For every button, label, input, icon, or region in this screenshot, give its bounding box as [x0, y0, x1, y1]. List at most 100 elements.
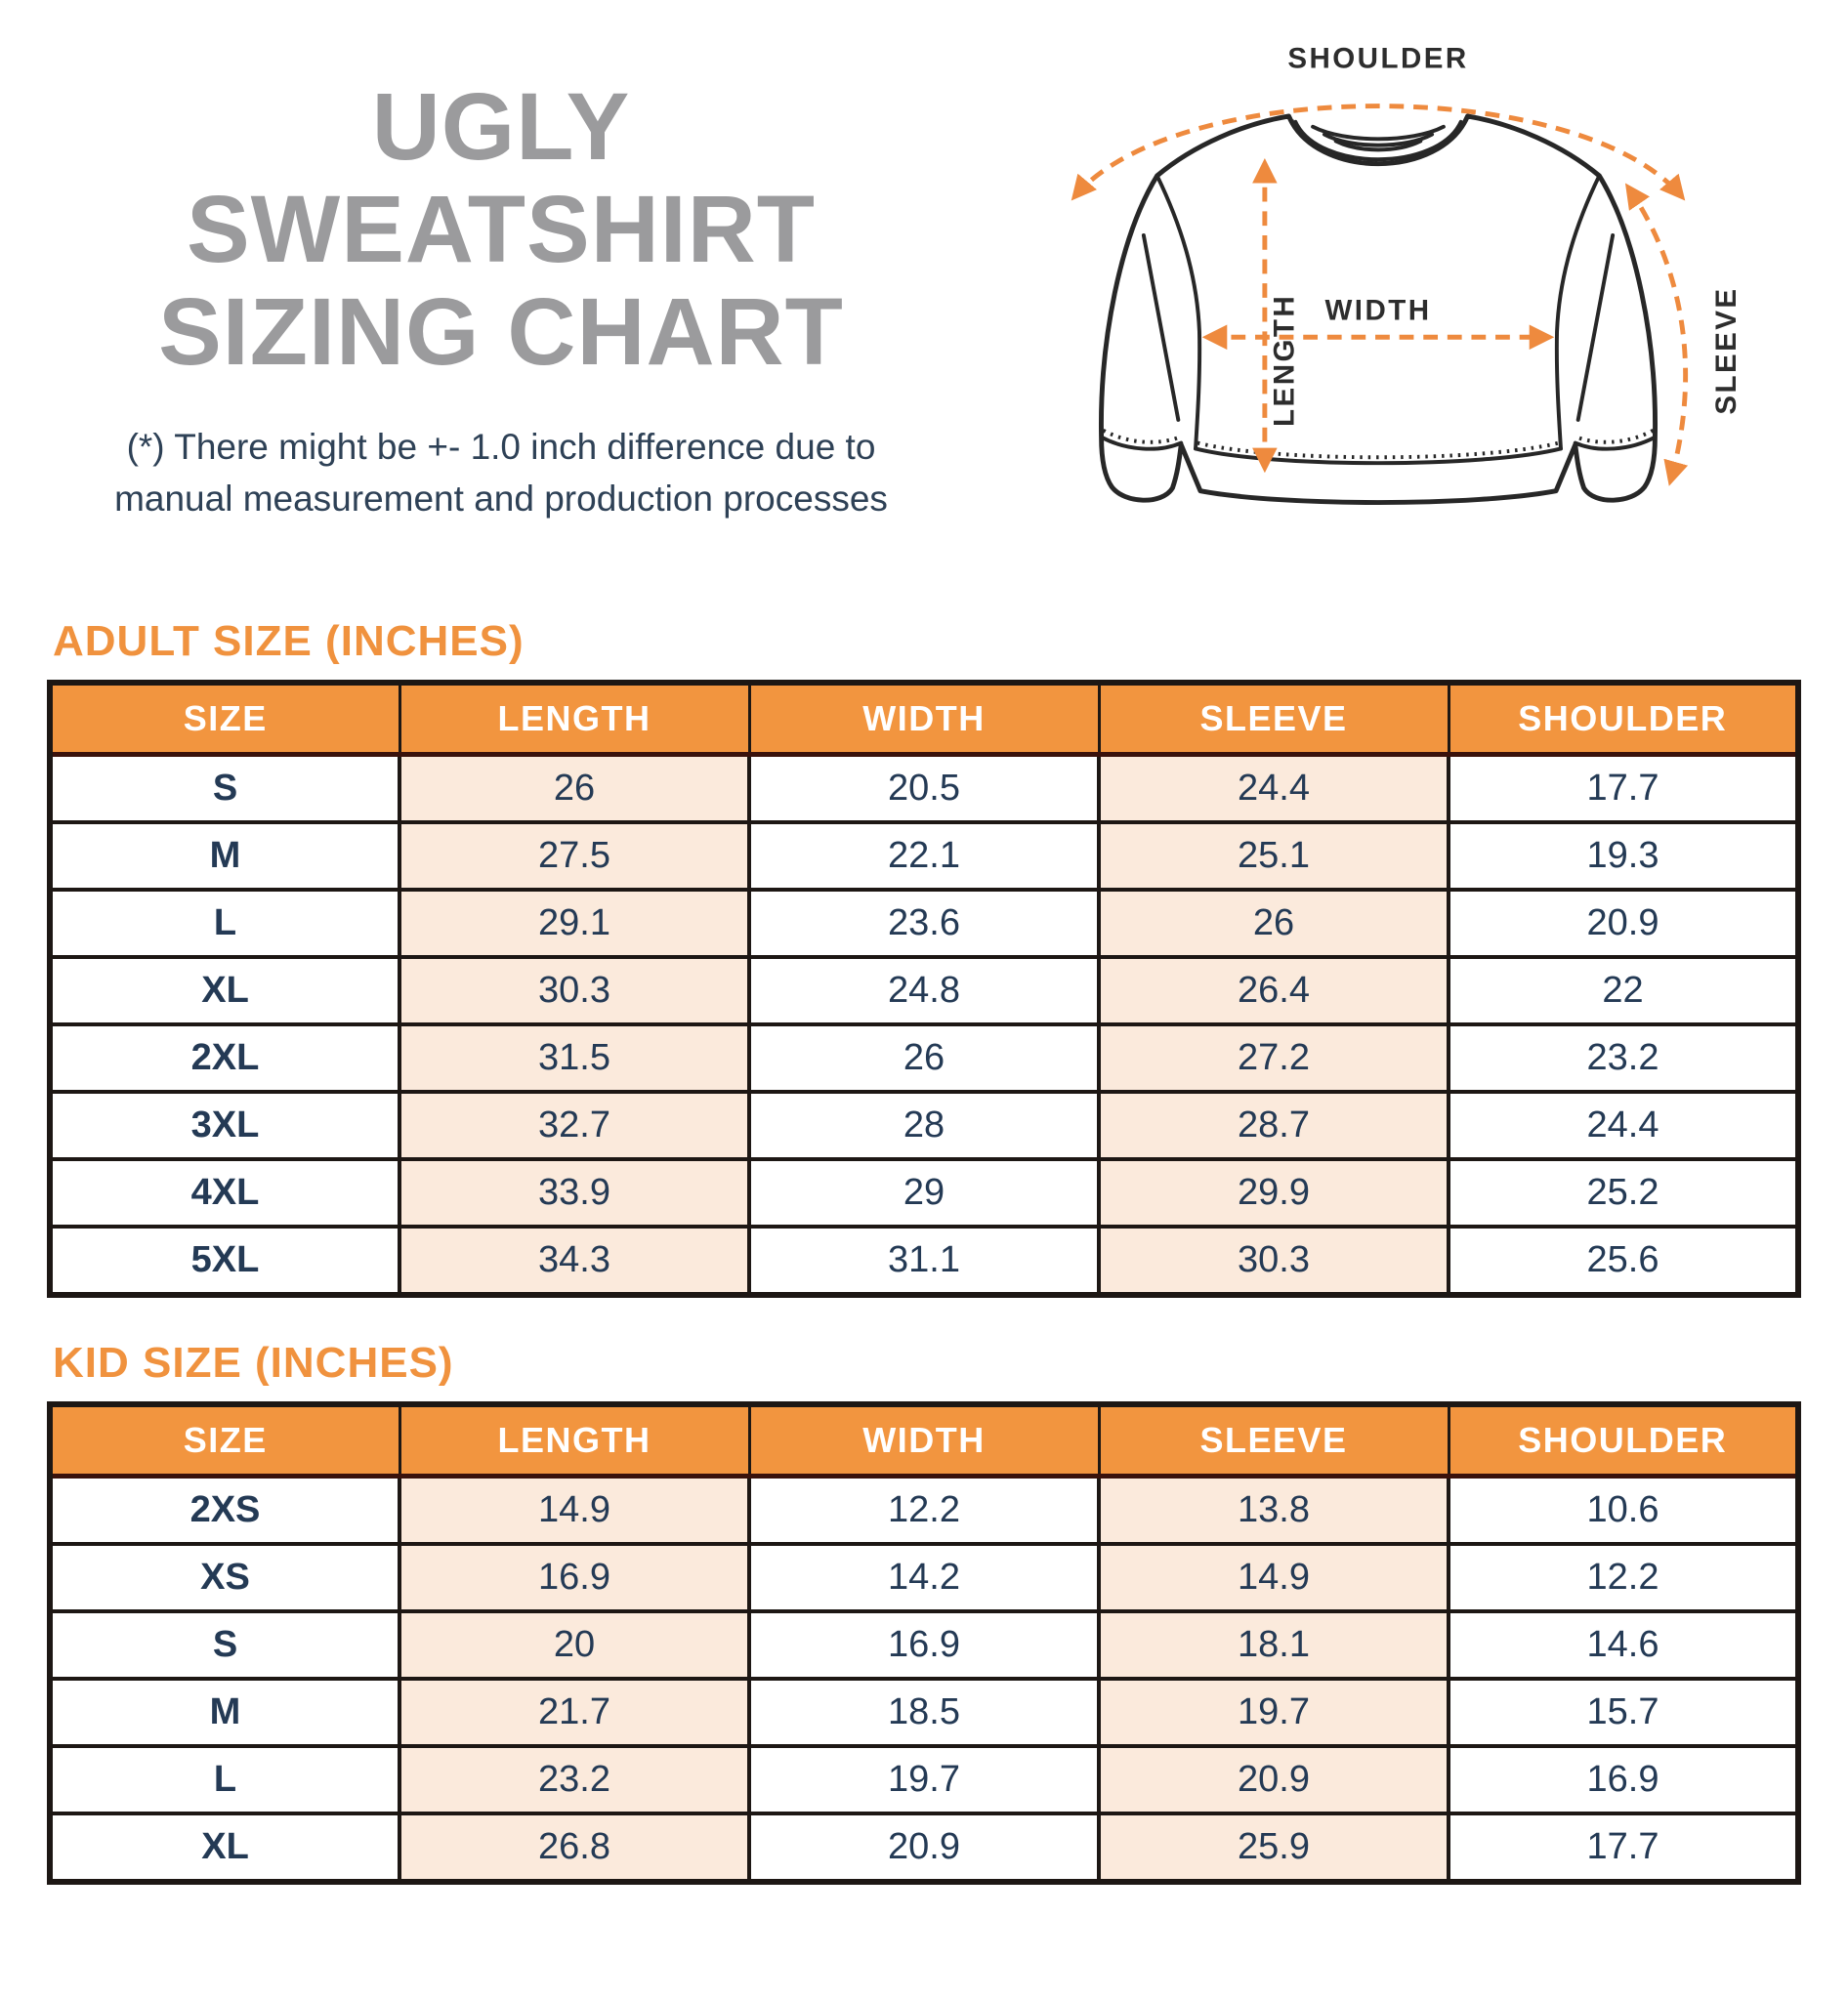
left-sleeve-fold [1141, 232, 1181, 422]
value-cell: 14.9 [1097, 1542, 1450, 1613]
value-cell: 24.8 [747, 955, 1101, 1026]
size-cell: XL [48, 955, 401, 1026]
value-cell: 20.9 [747, 1812, 1101, 1884]
table-row: L 23.2 19.7 20.9 16.9 [48, 1744, 1800, 1815]
value-cell: 24.4 [1097, 752, 1450, 824]
sweatshirt-body-outline [1099, 113, 1658, 505]
intro-block: UGLY SWEATSHIRT SIZING CHART (*) There m… [47, 29, 955, 524]
column-header-size: SIZE [48, 681, 401, 757]
value-cell: 25.1 [1097, 820, 1450, 892]
value-cell: 19.7 [747, 1744, 1101, 1815]
value-cell: 20.9 [1447, 888, 1800, 959]
value-cell: 14.2 [747, 1542, 1101, 1613]
left-cuff-ribbing [1102, 428, 1184, 444]
column-header-sleeve: SLEEVE [1097, 681, 1450, 757]
table-row: 2XS 14.9 12.2 13.8 10.6 [48, 1474, 1800, 1546]
collar-band-inner [1293, 119, 1463, 162]
left-cuff-top-edge [1099, 435, 1184, 451]
value-cell: 33.9 [398, 1157, 751, 1229]
size-cell: 5XL [48, 1225, 401, 1297]
value-cell: 17.7 [1447, 1812, 1800, 1884]
value-cell: 34.3 [398, 1225, 751, 1297]
value-cell: 28 [747, 1090, 1101, 1161]
size-cell: S [48, 752, 401, 824]
value-cell: 24.4 [1447, 1090, 1800, 1161]
width-label: WIDTH [1324, 295, 1431, 327]
column-header-shoulder: SHOULDER [1447, 1402, 1800, 1479]
value-cell: 27.5 [398, 820, 751, 892]
value-cell: 26 [398, 752, 751, 824]
value-cell: 23.2 [1447, 1022, 1800, 1094]
column-header-width: WIDTH [747, 681, 1101, 757]
disclaimer-line2: manual measurement and production proces… [114, 478, 888, 519]
value-cell: 21.7 [398, 1677, 751, 1748]
value-cell: 25.9 [1097, 1812, 1450, 1884]
adult-size-heading: ADULT SIZE (INCHES) [53, 617, 525, 665]
page-title-line2: SIZING CHART [158, 277, 844, 385]
size-cell: M [48, 820, 401, 892]
value-cell: 27.2 [1097, 1022, 1450, 1094]
value-cell: 16.9 [398, 1542, 751, 1613]
kid-size-table: SIZE LENGTH WIDTH SLEEVE SHOULDER 2XS 14.9 12.… [47, 1401, 1801, 1885]
back-neck-line3 [1333, 139, 1423, 152]
disclaimer-text: (*) There might be +- 1.0 inch differenc… [47, 422, 955, 524]
value-cell: 26 [1097, 888, 1450, 959]
table-row: 5XL 34.3 31.1 30.3 25.6 [48, 1225, 1800, 1297]
column-header-width: WIDTH [747, 1402, 1101, 1479]
kid-table-body: 2XS 14.9 12.2 13.8 10.6 XS 16.9 14.2 14.9 12.2 S 20… [48, 1474, 1800, 1884]
value-cell: 10.6 [1447, 1474, 1800, 1546]
value-cell: 31.5 [398, 1022, 751, 1094]
sweatshirt-diagram: SHOULDER WIDTH LENGTH SLEEVE [955, 29, 1801, 557]
value-cell: 18.1 [1097, 1609, 1450, 1681]
value-cell: 26.4 [1097, 955, 1450, 1026]
value-cell: 25.6 [1447, 1225, 1800, 1297]
table-row: XS 16.9 14.2 14.9 12.2 [48, 1542, 1800, 1613]
value-cell: 19.7 [1097, 1677, 1450, 1748]
column-header-length: LENGTH [398, 681, 751, 757]
column-header-shoulder: SHOULDER [1447, 681, 1800, 757]
value-cell: 15.7 [1447, 1677, 1800, 1748]
table-row: 3XL 32.7 28 28.7 24.4 [48, 1090, 1800, 1161]
left-arm-seam [1155, 173, 1202, 451]
kid-table-header: SIZE LENGTH WIDTH SLEEVE SHOULDER [48, 1402, 1800, 1479]
table-row: M 27.5 22.1 25.1 19.3 [48, 820, 1800, 892]
disclaimer-line1: (*) There might be +- 1.0 inch differenc… [126, 427, 876, 468]
value-cell: 26 [747, 1022, 1101, 1094]
table-row: S 20 16.9 18.1 14.6 [48, 1609, 1800, 1681]
sizing-chart-page: UGLY SWEATSHIRT SIZING CHART (*) There m… [47, 29, 1801, 1885]
adult-size-section: ADULT SIZE (INCHES) SIZE LENGTH WIDTH SLEEV… [47, 617, 1801, 1298]
table-row: 4XL 33.9 29 29.9 25.2 [48, 1157, 1800, 1229]
size-cell: 2XS [48, 1474, 401, 1546]
shoulder-label: SHOULDER [1287, 43, 1468, 75]
value-cell: 22.1 [747, 820, 1101, 892]
adult-table-header: SIZE LENGTH WIDTH SLEEVE SHOULDER [48, 681, 1800, 757]
kid-size-heading: KID SIZE (INCHES) [53, 1339, 454, 1387]
value-cell: 20.5 [747, 752, 1101, 824]
value-cell: 12.2 [747, 1474, 1101, 1546]
value-cell: 19.3 [1447, 820, 1800, 892]
value-cell: 18.5 [747, 1677, 1101, 1748]
table-row: S 26 20.5 24.4 17.7 [48, 752, 1800, 824]
value-cell: 26.8 [398, 1812, 751, 1884]
back-neck-line2 [1322, 132, 1435, 147]
adult-size-table: SIZE LENGTH WIDTH SLEEVE SHOULDER S 26 20.5 24.… [47, 680, 1801, 1298]
size-cell: 2XL [48, 1022, 401, 1094]
size-cell: L [48, 888, 401, 959]
value-cell: 23.2 [398, 1744, 751, 1815]
value-cell: 12.2 [1447, 1542, 1800, 1613]
value-cell: 29.1 [398, 888, 751, 959]
column-header-size: SIZE [48, 1402, 401, 1479]
value-cell: 30.3 [1097, 1225, 1450, 1297]
size-cell: XL [48, 1812, 401, 1884]
adult-table-body: S 26 20.5 24.4 17.7 M 27.5 22.1 25.1 19.3 L 29.1 23.… [48, 752, 1800, 1297]
top-section: UGLY SWEATSHIRT SIZING CHART (*) There m… [47, 29, 1801, 557]
hem-top-edge [1194, 446, 1563, 466]
size-cell: S [48, 1609, 401, 1681]
value-cell: 28.7 [1097, 1090, 1450, 1161]
right-arm-seam [1554, 173, 1602, 451]
value-cell: 30.3 [398, 955, 751, 1026]
size-cell: XS [48, 1542, 401, 1613]
value-cell: 14.9 [398, 1474, 751, 1546]
sleeve-measure-arrow [1624, 183, 1689, 486]
value-cell: 17.7 [1447, 752, 1800, 824]
